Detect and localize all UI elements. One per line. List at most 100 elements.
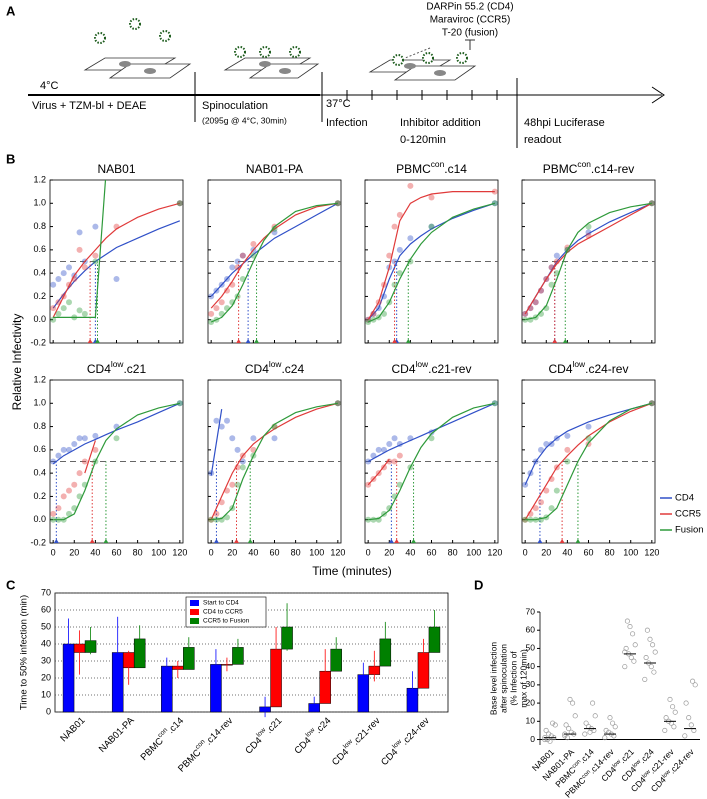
- data-point: [546, 731, 552, 737]
- legend-swatch: [190, 609, 199, 615]
- data-point: [229, 435, 236, 442]
- data-point: [386, 441, 393, 448]
- tick-label: 120: [172, 547, 187, 557]
- data-point: [396, 246, 403, 253]
- data-point: [548, 281, 555, 288]
- data-point: [632, 642, 638, 648]
- superscript: low: [611, 758, 622, 769]
- tick-label: 10: [41, 689, 51, 699]
- data-point: [60, 270, 67, 277]
- data-point: [250, 446, 257, 453]
- inhibitor-pointer: [404, 47, 431, 59]
- fit-curve: [524, 202, 653, 315]
- data-point: [428, 435, 435, 442]
- data-point: [224, 417, 230, 424]
- fit-curve: [525, 202, 652, 321]
- data-point: [92, 223, 99, 230]
- tick-label: 0.2: [33, 291, 46, 301]
- superscript: con: [571, 759, 582, 770]
- label-part: PBMC: [396, 162, 431, 176]
- tick-label: 120: [487, 547, 502, 557]
- y-axis-label: Relative Infectivity: [10, 314, 24, 411]
- data-point: [271, 435, 278, 442]
- data-point: [66, 264, 72, 271]
- data-point: [113, 275, 120, 282]
- data-point: [55, 275, 62, 282]
- tick-label: 0: [530, 734, 535, 744]
- subplot: CD4low.c21 -0.2 0.0 0.2 0.4 0.6 0.8 1.0 1.2 0 20 40…: [30, 359, 187, 557]
- data-point: [218, 310, 225, 317]
- data-point: [55, 452, 62, 459]
- data-point: [66, 487, 72, 494]
- data-point: [522, 516, 529, 523]
- data-point: [229, 481, 236, 488]
- nucleus: [279, 68, 291, 74]
- tick-label: 120: [330, 547, 345, 557]
- subplot: PBMCcon.c14-rev: [521, 159, 656, 344]
- superscript: low: [573, 359, 587, 369]
- data-point: [386, 458, 393, 465]
- tick-label: 10: [526, 716, 536, 726]
- tick-label: 20: [227, 547, 237, 557]
- data-point: [224, 287, 230, 294]
- subplot-title: CD4low.c21: [87, 359, 147, 376]
- data-point: [76, 246, 83, 253]
- data-point: [572, 713, 578, 719]
- data-point: [334, 400, 341, 407]
- inhibitor-label: T-20 (fusion): [442, 28, 498, 39]
- data-point: [60, 305, 67, 312]
- data-point: [566, 726, 572, 732]
- legend-label: CD4: [675, 493, 694, 504]
- data-point: [610, 720, 616, 726]
- superscript: con: [431, 159, 445, 169]
- data-point: [582, 731, 588, 737]
- label-part: .c14-rev: [203, 715, 235, 747]
- t50-marker: [53, 539, 59, 543]
- fit-curve: [53, 180, 107, 318]
- tick-label: 50: [41, 621, 51, 631]
- tick-label: 100: [623, 547, 638, 557]
- data-point: [671, 724, 677, 730]
- data-point: [585, 435, 592, 442]
- panel-label: A: [6, 3, 16, 18]
- legend-label: Fusion: [675, 525, 704, 536]
- label-part: .c21: [123, 362, 146, 376]
- superscript: low: [416, 359, 430, 369]
- data-point: [553, 252, 560, 259]
- data-point: [603, 727, 609, 733]
- virus: [159, 30, 171, 42]
- superscript: low: [661, 768, 672, 779]
- data-point: [234, 264, 241, 271]
- fit-curve: [367, 458, 390, 486]
- panel-b: B Relative Infectivity Time (minutes) NAB01…: [6, 151, 704, 578]
- step-label: Inhibitor addition: [400, 117, 481, 129]
- x-tick-label: CD4low.c21: [242, 714, 284, 756]
- data-point: [651, 669, 657, 675]
- data-point: [590, 700, 596, 706]
- tick-label: 0.4: [33, 468, 46, 478]
- legend-box: [185, 596, 267, 628]
- data-point: [548, 505, 555, 512]
- data-point: [532, 299, 539, 306]
- data-point: [92, 446, 99, 453]
- data-point: [213, 516, 220, 523]
- data-point: [176, 200, 183, 207]
- data-point: [627, 624, 633, 630]
- t50-marker: [552, 339, 558, 343]
- tick-label: 1.2: [33, 174, 46, 184]
- virus: [94, 32, 106, 44]
- cells: [83, 57, 477, 81]
- data-point: [682, 733, 688, 739]
- tick-label: 100: [466, 547, 481, 557]
- legend-label: CCR5: [675, 509, 701, 520]
- data-point: [585, 423, 592, 430]
- subplot: CD4low.c24-rev 0 20 40 60 80 100 120: [521, 359, 659, 557]
- data-point: [391, 458, 398, 465]
- data-point: [218, 423, 225, 430]
- virus: [289, 46, 301, 58]
- fit-curve: [52, 402, 181, 465]
- step-detail: (2095g @ 4°C, 30min): [202, 115, 287, 125]
- subplot: NAB01-PA: [207, 162, 342, 344]
- superscript: low: [111, 359, 125, 369]
